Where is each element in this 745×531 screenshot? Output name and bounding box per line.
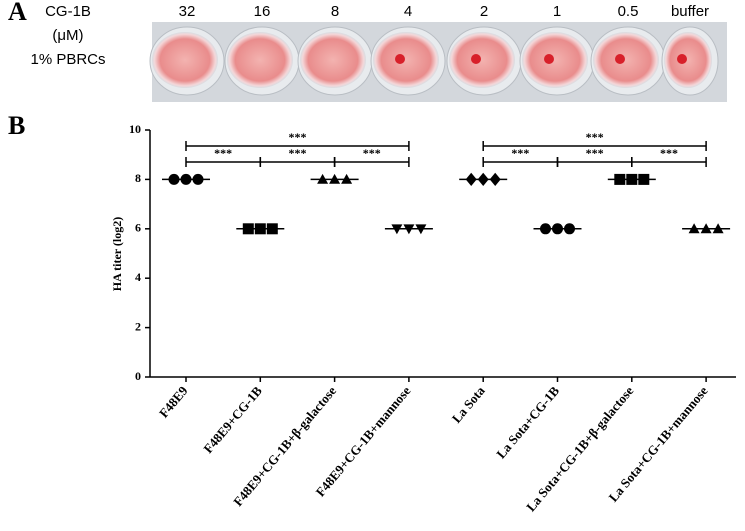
dot — [489, 172, 501, 186]
panel-label: A — [8, 0, 27, 26]
dot — [477, 172, 489, 186]
significance-label: *** — [214, 146, 232, 160]
dot — [465, 172, 477, 186]
y-tick-label: 2 — [135, 319, 141, 333]
concentration-label: 32 — [179, 3, 196, 20]
well-content — [522, 32, 588, 88]
dot — [192, 173, 204, 185]
row-label: (μM) — [52, 27, 83, 44]
well-content — [373, 32, 439, 88]
dot — [614, 173, 626, 185]
dot — [168, 173, 180, 185]
dot — [329, 173, 341, 184]
rbc-button — [395, 54, 405, 64]
dot — [266, 223, 278, 235]
significance-label: *** — [363, 146, 381, 160]
y-tick-label: 6 — [135, 221, 141, 235]
rbc-button — [544, 54, 554, 64]
dot — [317, 173, 329, 184]
x-tick-label: F48E9 — [156, 383, 191, 421]
significance-label: *** — [288, 146, 306, 160]
concentration-label: 8 — [331, 3, 339, 20]
dot — [552, 223, 563, 235]
concentration-label: 0.5 — [618, 3, 639, 20]
rbc-button — [677, 54, 687, 64]
dot — [688, 223, 700, 234]
dot — [540, 223, 551, 235]
rbc-button — [615, 54, 625, 64]
row-label: 1% PBRCs — [30, 51, 105, 68]
rbc-button — [471, 54, 481, 64]
significance-label: *** — [660, 146, 678, 160]
concentration-label: 1 — [553, 3, 561, 20]
concentration-label: buffer — [671, 3, 709, 20]
dot — [638, 173, 650, 185]
y-axis-label: HA titer (log2) — [110, 217, 124, 291]
dot — [700, 223, 712, 234]
dot — [403, 224, 415, 235]
well-content — [227, 32, 293, 88]
well-content — [593, 32, 659, 88]
dot — [564, 223, 575, 235]
concentration-label: 16 — [254, 3, 271, 20]
panel-label: B — [8, 111, 25, 140]
dot — [391, 224, 403, 235]
significance-label: *** — [511, 146, 529, 160]
dot — [180, 173, 192, 185]
dot — [712, 223, 724, 234]
x-tick-label: La Sota — [449, 383, 488, 426]
dot — [626, 173, 638, 185]
dot — [341, 173, 353, 184]
y-tick-label: 0 — [135, 369, 141, 383]
well-content — [449, 32, 515, 88]
dot — [254, 223, 266, 235]
dot — [415, 224, 427, 235]
y-tick-label: 4 — [135, 270, 141, 284]
x-tick-label: F48E9+CG-1B — [200, 383, 265, 456]
significance-label: *** — [288, 130, 306, 144]
well-content — [664, 32, 712, 88]
well-content — [152, 32, 218, 88]
y-tick-label: 10 — [129, 122, 141, 136]
row-label: CG-1B — [45, 3, 91, 20]
significance-label: *** — [586, 146, 604, 160]
well-content — [300, 32, 366, 88]
concentration-label: 4 — [404, 3, 412, 20]
dot — [242, 223, 254, 235]
x-tick-label: La Sota+CG-1B — [493, 383, 562, 461]
significance-label: *** — [586, 130, 604, 144]
y-tick-label: 8 — [135, 171, 141, 185]
concentration-label: 2 — [480, 3, 488, 20]
